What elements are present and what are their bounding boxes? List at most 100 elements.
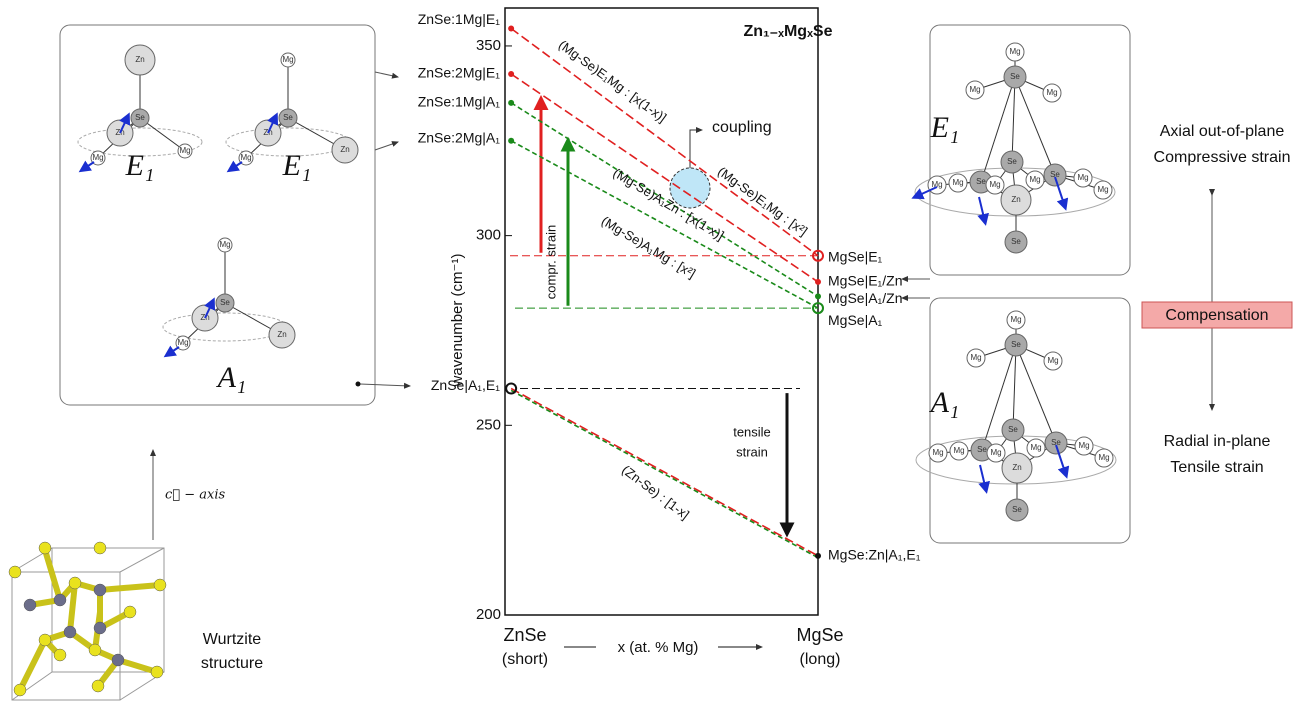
- connector: [374, 141, 399, 151]
- atom-label: Mg: [177, 338, 188, 347]
- atom: [331, 136, 359, 164]
- displacement: [226, 160, 243, 173]
- atom-label: Mg: [953, 446, 964, 455]
- atom: [130, 108, 150, 128]
- bond: [1015, 344, 1057, 444]
- atom-label: Se: [976, 177, 986, 186]
- y-tick-label: 250: [476, 416, 501, 433]
- atom: [93, 541, 107, 555]
- mode-label: A₁: [216, 361, 247, 394]
- atom-label: Mg: [240, 153, 251, 162]
- atom: [965, 80, 985, 100]
- start-label: ZnSe:1Mg|E₁: [418, 11, 501, 27]
- atom: [93, 621, 107, 635]
- series-line: [510, 387, 819, 557]
- series-line: [510, 140, 819, 309]
- connector-dot: [355, 381, 361, 387]
- point: [815, 293, 821, 300]
- cell-edge: [11, 571, 121, 701]
- displacement: [204, 297, 216, 319]
- point: [505, 382, 518, 395]
- point: [815, 552, 821, 559]
- atom-label: Zn: [340, 145, 349, 154]
- annotation: (Mg-Se)A₁Mg : [x²]: [599, 213, 698, 281]
- chart-title: Zn₁₋ₓMgₓSe: [744, 23, 833, 40]
- atom: [928, 443, 948, 463]
- atom-label: Mg: [179, 146, 190, 155]
- atom-label: Se: [977, 445, 987, 454]
- atom-label: Se: [1012, 505, 1022, 514]
- atom: [215, 293, 235, 313]
- atom-label: Zn: [277, 330, 286, 339]
- atom: [1006, 310, 1026, 330]
- displacement: [119, 112, 131, 134]
- bond: [1014, 76, 1056, 176]
- x-start-label: (short): [502, 651, 548, 668]
- end-label: MgSe|A₁/Zn: [828, 290, 903, 306]
- atom: [53, 593, 67, 607]
- atom-label: Se: [1051, 438, 1061, 447]
- y-tick-label: 300: [476, 227, 501, 244]
- atom-label: Mg: [219, 240, 230, 249]
- atom: [1044, 431, 1068, 455]
- atom: [948, 173, 968, 193]
- atom-label: Mg: [931, 180, 942, 189]
- bond: [980, 76, 1016, 183]
- caption: structure: [201, 655, 263, 672]
- plot-frame: [504, 7, 819, 616]
- atom-label: Zn: [1011, 195, 1020, 204]
- atom-label: Mg: [989, 180, 1000, 189]
- bond: [981, 344, 1017, 451]
- atom: [88, 643, 102, 657]
- atom: [63, 625, 77, 639]
- caption: Wurtzite: [203, 631, 261, 648]
- mode-label: E₁: [282, 149, 312, 182]
- point: [508, 99, 515, 106]
- atom: [13, 683, 27, 697]
- x-end-label: (long): [800, 651, 841, 668]
- annotation: (Mg-Se)E₁Mg : [x(1-x)]: [556, 37, 669, 125]
- point: [812, 302, 824, 315]
- displacement: [1054, 176, 1069, 211]
- atom: [1005, 42, 1025, 62]
- start-label: ZnSe:2Mg|A₁: [418, 129, 501, 145]
- bond: [1012, 344, 1017, 431]
- atom: [1005, 498, 1029, 522]
- side-text: Compensation: [1165, 307, 1268, 324]
- atom-label: Se: [1011, 237, 1021, 246]
- annotation: compr. strain: [543, 225, 558, 299]
- atom: [1000, 150, 1024, 174]
- atom: [238, 150, 254, 166]
- end-label: MgSe|E₁/Zn: [828, 273, 903, 289]
- atom-label: Mg: [1046, 88, 1057, 97]
- atom: [1004, 230, 1028, 254]
- atom: [1043, 163, 1067, 187]
- atom: [91, 679, 105, 693]
- displacement: [977, 196, 989, 226]
- end-label: MgSe|A₁: [828, 312, 883, 328]
- atom-label: Mg: [990, 448, 1001, 457]
- atom-label: Mg: [1078, 441, 1089, 450]
- connectors: [150, 71, 1215, 540]
- atom-label: Zn: [1012, 463, 1021, 472]
- annotation: (Zn-Se) : [1-x]: [619, 462, 692, 522]
- atom: [1094, 448, 1114, 468]
- atom-label: Mg: [969, 85, 980, 94]
- bond: [17, 547, 163, 693]
- atom: [177, 143, 193, 159]
- displacement: [911, 186, 938, 200]
- coupling-circle: [669, 167, 711, 209]
- series-line: [510, 27, 819, 257]
- atom: [985, 175, 1005, 195]
- atom: [268, 321, 296, 349]
- atom-label: Mg: [92, 153, 103, 162]
- atom: [1000, 184, 1032, 216]
- atom-label: Mg: [1098, 453, 1109, 462]
- right-panel-top: [929, 24, 1131, 276]
- atom: [1043, 351, 1063, 371]
- side-text: Radial in-plane: [1164, 433, 1271, 450]
- displacement: [978, 464, 990, 494]
- point: [508, 71, 515, 78]
- atom: [1025, 170, 1045, 190]
- orbit: [77, 127, 203, 157]
